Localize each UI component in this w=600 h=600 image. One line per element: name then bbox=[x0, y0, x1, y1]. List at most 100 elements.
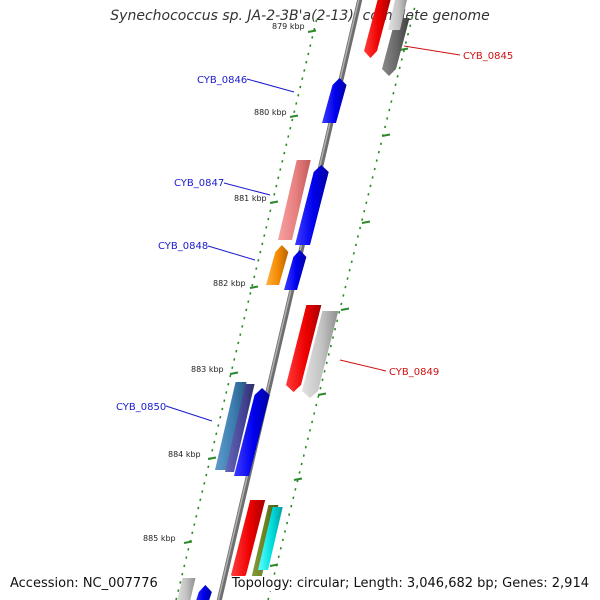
right-track-tick bbox=[277, 555, 280, 559]
right-track-tick bbox=[352, 252, 355, 255]
left-track-tick bbox=[203, 481, 206, 485]
right-track-tick bbox=[390, 100, 393, 103]
gene-features bbox=[175, 0, 410, 600]
left-track-tick bbox=[255, 267, 258, 270]
gene-bottom-cyan[interactable] bbox=[258, 507, 283, 570]
right-track-tick bbox=[358, 226, 362, 230]
right-track-tick bbox=[300, 462, 303, 466]
gene-label-cyb-0848[interactable]: CYB_0848 bbox=[158, 241, 208, 252]
left-track-tick bbox=[221, 407, 224, 411]
left-track-tick bbox=[285, 143, 288, 147]
gene-cyb-0845-grey[interactable] bbox=[382, 18, 410, 76]
gene-cyb-0846[interactable] bbox=[322, 78, 347, 123]
right-track-tick bbox=[292, 496, 295, 500]
left-track-tick bbox=[259, 250, 262, 254]
right-track-tick bbox=[273, 572, 276, 575]
left-track-tick bbox=[187, 548, 190, 551]
right-track-tick bbox=[365, 201, 368, 205]
right-track-tick bbox=[290, 504, 293, 508]
right-track-major-tick bbox=[340, 307, 350, 311]
gene-cyb-0850-blue[interactable] bbox=[234, 388, 270, 476]
gene-bottom-red[interactable] bbox=[231, 500, 266, 582]
gene-label-cyb-0849[interactable]: CYB_0849 bbox=[389, 367, 439, 378]
scale-label-883: 883 kbp bbox=[191, 365, 224, 374]
left-track-tick bbox=[289, 126, 292, 130]
leader-cyb-0848 bbox=[207, 245, 256, 261]
gene-label-cyb-0846[interactable]: CYB_0846 bbox=[197, 75, 247, 86]
gene-label-cyb-0845[interactable]: CYB_0845 bbox=[463, 51, 513, 62]
right-track-tick bbox=[363, 209, 366, 213]
gene-top-light-grey[interactable] bbox=[388, 0, 408, 30]
left-track-tick bbox=[225, 391, 228, 394]
right-tick-track bbox=[267, 7, 416, 600]
left-track-tick bbox=[283, 151, 286, 155]
right-track-tick bbox=[281, 538, 284, 542]
left-track-tick bbox=[269, 209, 272, 213]
right-track-tick bbox=[409, 24, 412, 28]
left-track-tick bbox=[233, 358, 236, 361]
left-track-tick bbox=[315, 19, 318, 23]
left-track-tick bbox=[183, 564, 186, 568]
gene-label-cyb-0847[interactable]: CYB_0847 bbox=[174, 178, 224, 189]
right-track-tick bbox=[302, 454, 305, 457]
left-track-tick bbox=[307, 52, 310, 56]
left-track-tick bbox=[257, 259, 260, 262]
gene-cyb-0845-red[interactable] bbox=[364, 0, 391, 58]
scale-label-880: 880 kbp bbox=[254, 108, 287, 117]
right-track-tick bbox=[315, 403, 318, 407]
left-track-tick bbox=[277, 176, 280, 180]
right-track-tick bbox=[392, 91, 395, 95]
gene-cyb-0850-slate[interactable] bbox=[225, 384, 255, 472]
left-track-tick bbox=[191, 531, 194, 535]
left-track-tick bbox=[185, 556, 188, 559]
genome-summary-label: Topology: circular; Length: 3,046,682 bp… bbox=[229, 576, 591, 591]
left-track-tick bbox=[223, 399, 226, 403]
right-track-tick bbox=[306, 437, 310, 441]
gene-label-cyb-0850[interactable]: CYB_0850 bbox=[116, 402, 166, 413]
gene-cyb-0849-grey[interactable] bbox=[302, 311, 339, 398]
right-track-tick bbox=[333, 327, 337, 331]
left-track-tick bbox=[261, 242, 264, 246]
leader-cyb-0849 bbox=[339, 359, 387, 372]
right-track-tick bbox=[367, 193, 370, 196]
scale-label-884: 884 kbp bbox=[168, 450, 201, 459]
left-track-tick bbox=[231, 366, 234, 370]
right-track-tick bbox=[402, 49, 405, 53]
gene-cyb-0848-blue[interactable] bbox=[284, 250, 307, 290]
gene-cyb-0850-steel[interactable] bbox=[215, 382, 247, 470]
left-track-tick bbox=[213, 440, 216, 444]
gene-bottom-blue[interactable] bbox=[193, 585, 212, 600]
left-track-tick bbox=[305, 60, 308, 64]
gene-bottom-grey[interactable] bbox=[175, 578, 196, 600]
gene-cyb-0847-pink[interactable] bbox=[278, 160, 311, 240]
left-track-tick bbox=[201, 490, 204, 493]
right-track-tick bbox=[323, 370, 326, 373]
left-track-tick bbox=[293, 110, 296, 114]
left-track-tick bbox=[309, 44, 312, 47]
left-track-tick bbox=[237, 341, 240, 345]
right-track-tick bbox=[346, 277, 349, 280]
left-track-tick bbox=[265, 226, 268, 229]
right-track-tick bbox=[283, 530, 287, 533]
left-track-tick bbox=[281, 159, 284, 163]
right-track-tick bbox=[304, 445, 307, 449]
left-track-tick bbox=[297, 93, 300, 97]
left-track-tick bbox=[267, 217, 270, 221]
left-track-tick bbox=[243, 316, 246, 320]
left-track-tick bbox=[179, 581, 182, 584]
right-track-major-tick bbox=[381, 133, 391, 137]
gene-cyb-0849-red[interactable] bbox=[286, 305, 322, 392]
label-leader-lines bbox=[165, 45, 461, 422]
leader-cyb-0850 bbox=[165, 405, 213, 422]
scale-label-879: 879 kbp bbox=[272, 22, 305, 31]
left-track-tick bbox=[251, 283, 254, 287]
gene-cyb-0848-orange[interactable] bbox=[266, 245, 289, 285]
left-track-tick bbox=[263, 234, 266, 237]
right-track-tick bbox=[350, 260, 353, 264]
right-track-tick bbox=[375, 159, 378, 162]
leader-cyb-0846 bbox=[246, 78, 295, 93]
gene-cyb-0847-blue[interactable] bbox=[295, 165, 329, 245]
right-track-tick bbox=[388, 108, 391, 112]
right-track-tick bbox=[373, 167, 376, 171]
left-tick-track bbox=[175, 19, 318, 600]
